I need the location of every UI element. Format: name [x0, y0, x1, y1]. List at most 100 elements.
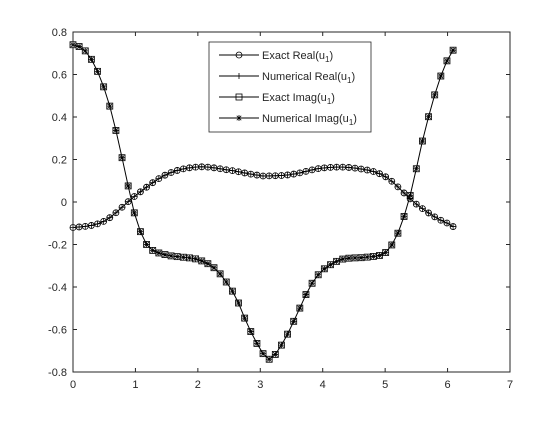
- legend-label-subscript: 1: [325, 55, 330, 64]
- marker-numerical-real: [290, 171, 297, 178]
- marker-numerical-real: [180, 165, 187, 172]
- marker-numerical-imag: [339, 256, 346, 263]
- marker-numerical-real: [327, 164, 334, 171]
- marker-numerical-real: [278, 172, 285, 179]
- legend: Exact Real(u1) Numerical Real(u1) Exact Im…: [208, 41, 372, 133]
- marker-numerical-imag: [235, 300, 242, 307]
- marker-numerical-imag: [186, 254, 193, 261]
- x-tick-label: 6: [445, 379, 451, 391]
- marker-numerical-real: [112, 209, 119, 216]
- marker-numerical-imag: [174, 253, 181, 260]
- y-tick-label: -0.8: [48, 367, 67, 379]
- marker-numerical-real: [364, 167, 371, 174]
- y-tick-label: 0: [61, 197, 67, 209]
- legend-label: Exact Imag(u1): [262, 92, 335, 106]
- marker-numerical-imag: [272, 351, 279, 358]
- x-tick-label: 7: [507, 379, 513, 391]
- legend-entry-exact-real: Exact Real(u1): [219, 50, 333, 64]
- marker-numerical-imag: [394, 230, 401, 237]
- marker-numerical-real: [192, 164, 199, 171]
- legend-label-text: Numerical Imag(u: [262, 113, 349, 125]
- marker-numerical-imag: [100, 83, 107, 90]
- legend-marker: [235, 93, 243, 101]
- marker-numerical-imag: [204, 260, 211, 267]
- marker-numerical-real: [204, 164, 211, 171]
- y-tick-label: 0.4: [52, 112, 67, 124]
- x-tick-label: 0: [70, 379, 76, 391]
- marker-numerical-imag: [229, 288, 236, 295]
- marker-numerical-imag: [437, 73, 444, 80]
- marker-numerical-real: [247, 171, 254, 178]
- marker-numerical-real: [229, 167, 236, 174]
- marker-numerical-imag: [168, 252, 175, 259]
- marker-numerical-imag: [247, 328, 254, 335]
- y-tick-label: 0.8: [52, 27, 67, 39]
- marker-numerical-real: [388, 178, 395, 185]
- marker-numerical-imag: [443, 57, 450, 64]
- marker-numerical-imag: [143, 241, 150, 248]
- marker-numerical-imag: [302, 291, 309, 298]
- legend-label-close: ): [329, 50, 333, 62]
- marker-numerical-imag: [278, 342, 285, 349]
- marker-numerical-real: [223, 166, 230, 173]
- legend-label-close: ): [331, 92, 335, 104]
- marker-numerical-imag: [407, 192, 414, 199]
- legend-entry-numerical-real: Numerical Real(u1): [219, 71, 355, 85]
- legend-marker: [235, 51, 243, 59]
- marker-numerical-real: [266, 172, 273, 179]
- marker-numerical-imag: [315, 271, 322, 278]
- marker-numerical-real: [382, 173, 389, 180]
- marker-numerical-imag: [125, 182, 132, 189]
- marker-numerical-imag: [284, 331, 291, 338]
- marker-numerical-real: [235, 168, 242, 175]
- marker-numerical-imag: [88, 56, 95, 63]
- marker-numerical-imag: [131, 209, 138, 216]
- marker-numerical-real: [419, 205, 426, 212]
- marker-numerical-imag: [345, 255, 352, 262]
- x-tick-label: 1: [132, 379, 138, 391]
- marker-numerical-imag: [327, 261, 334, 268]
- marker-numerical-imag: [401, 213, 408, 220]
- marker-numerical-real: [321, 164, 328, 171]
- marker-numerical-imag: [358, 254, 365, 261]
- marker-numerical-real: [260, 172, 267, 179]
- series-imag: [69, 41, 457, 363]
- series-group: [69, 41, 457, 363]
- marker-numerical-real: [149, 179, 156, 186]
- marker-numerical-imag: [217, 270, 224, 277]
- legend-entry-exact-imag: Exact Imag(u1): [219, 92, 335, 106]
- y-tick-label: 0.2: [52, 155, 67, 167]
- marker-numerical-real: [443, 220, 450, 227]
- legend-marker: [236, 115, 242, 121]
- marker-numerical-imag: [161, 251, 168, 258]
- marker-numerical-imag: [119, 154, 126, 161]
- y-tick-label: -0.2: [48, 240, 67, 252]
- marker-numerical-imag: [192, 255, 199, 262]
- marker-numerical-imag: [352, 254, 359, 261]
- marker-numerical-imag: [425, 113, 432, 120]
- marker-numerical-real: [302, 168, 309, 175]
- y-tick-label: -0.4: [48, 282, 67, 294]
- marker-numerical-imag: [388, 241, 395, 248]
- marker-numerical-real: [217, 165, 224, 172]
- marker-numerical-real: [413, 201, 420, 208]
- marker-numerical-imag: [180, 254, 187, 261]
- marker-numerical-imag: [76, 43, 83, 50]
- marker-numerical-imag: [321, 265, 328, 272]
- marker-numerical-imag: [382, 249, 389, 256]
- marker-numerical-imag: [82, 47, 89, 54]
- x-tick-label: 2: [195, 379, 201, 391]
- x-tick-label: 3: [257, 379, 263, 391]
- legend-label: Numerical Imag(u1): [262, 113, 357, 127]
- legend-label-subscript: 1: [349, 118, 354, 127]
- marker-numerical-imag: [253, 340, 260, 347]
- legend-label-close: ): [351, 71, 355, 83]
- marker-numerical-real: [339, 164, 346, 171]
- marker-numerical-real: [376, 170, 383, 177]
- marker-numerical-real: [284, 171, 291, 178]
- marker-numerical-real: [401, 189, 408, 196]
- marker-numerical-real: [137, 188, 144, 195]
- marker-numerical-real: [143, 184, 150, 191]
- marker-numerical-real: [119, 204, 126, 211]
